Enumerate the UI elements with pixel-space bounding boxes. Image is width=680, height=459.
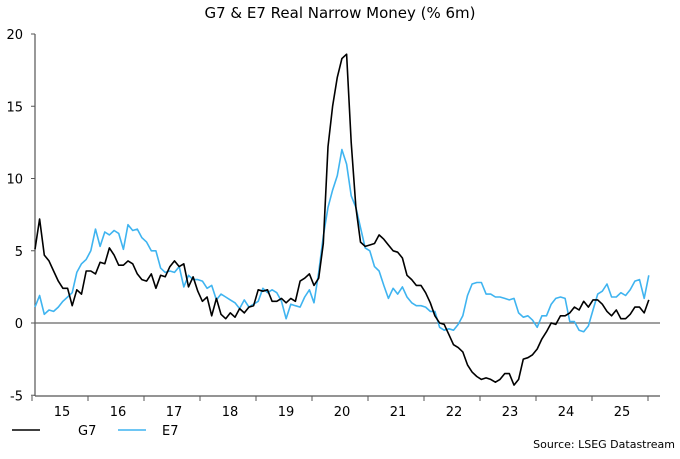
x-tick-label: 22 <box>446 405 463 420</box>
chart-title: G7 & E7 Real Narrow Money (% 6m) <box>204 4 475 22</box>
y-tick-label: 15 <box>6 100 23 115</box>
y-axis: -5 0 5 10 15 20 <box>6 28 660 404</box>
series-line-e7 <box>34 148 650 333</box>
x-tick-label: 23 <box>502 405 519 420</box>
legend-label-g7: G7 <box>78 424 96 439</box>
y-tick-label: 10 <box>6 173 23 188</box>
x-tick-label: 19 <box>278 405 295 420</box>
legend: G7 E7 <box>12 424 179 439</box>
legend-label-e7: E7 <box>162 424 179 439</box>
x-tick-label: 16 <box>110 405 127 420</box>
x-tick-label: 20 <box>334 405 351 420</box>
y-tick-label: -5 <box>10 389 23 404</box>
y-tick-label: 0 <box>15 317 23 332</box>
x-tick-label: 15 <box>54 405 71 420</box>
x-axis: 15 16 17 18 19 20 21 22 23 24 25 <box>31 395 660 420</box>
x-tick-label: 25 <box>614 405 631 420</box>
y-tick-label: 5 <box>15 245 23 260</box>
series-line-g7 <box>34 53 650 386</box>
x-tick-label: 18 <box>222 405 239 420</box>
series-group <box>34 53 650 386</box>
x-tick-label: 17 <box>166 405 183 420</box>
source-note: Source: LSEG Datastream <box>533 438 675 451</box>
x-tick-label: 21 <box>390 405 407 420</box>
x-tick-label: 24 <box>558 405 575 420</box>
y-tick-label: 20 <box>6 28 23 43</box>
